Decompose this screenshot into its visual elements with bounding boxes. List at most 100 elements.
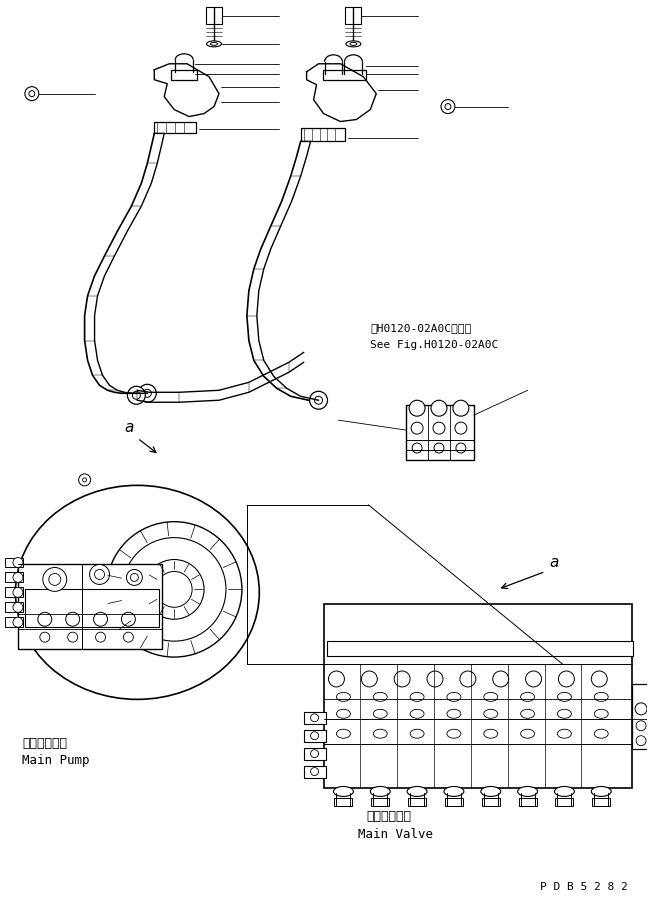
Circle shape <box>431 400 447 416</box>
Ellipse shape <box>444 786 464 796</box>
Ellipse shape <box>521 729 534 738</box>
Circle shape <box>124 632 133 642</box>
Circle shape <box>361 671 377 687</box>
Ellipse shape <box>370 786 390 796</box>
Circle shape <box>79 473 90 486</box>
Circle shape <box>526 671 541 687</box>
Bar <box>5 602 23 612</box>
Bar <box>5 618 23 628</box>
Ellipse shape <box>558 692 571 701</box>
Bar <box>408 798 426 806</box>
Circle shape <box>131 573 138 581</box>
Ellipse shape <box>521 709 534 718</box>
Bar <box>5 558 23 568</box>
Bar <box>322 70 367 80</box>
Circle shape <box>441 100 455 113</box>
Circle shape <box>311 767 318 775</box>
Ellipse shape <box>16 485 259 699</box>
Ellipse shape <box>350 43 357 45</box>
Ellipse shape <box>554 786 575 796</box>
Ellipse shape <box>407 786 427 796</box>
Bar <box>326 641 633 656</box>
Circle shape <box>94 570 105 580</box>
Ellipse shape <box>558 729 571 738</box>
Circle shape <box>635 703 647 715</box>
Ellipse shape <box>594 709 608 718</box>
Bar <box>18 564 162 649</box>
Bar <box>300 129 345 141</box>
Ellipse shape <box>373 692 387 701</box>
Text: 第H0120-02A0C図参照: 第H0120-02A0C図参照 <box>370 323 471 333</box>
Circle shape <box>127 386 146 405</box>
Bar <box>592 798 610 806</box>
Circle shape <box>427 671 443 687</box>
Circle shape <box>13 602 23 612</box>
Bar <box>406 405 474 460</box>
Circle shape <box>156 571 192 608</box>
Ellipse shape <box>592 786 611 796</box>
Circle shape <box>311 732 318 740</box>
Ellipse shape <box>484 709 498 718</box>
Text: Main Pump: Main Pump <box>22 754 90 766</box>
Circle shape <box>43 568 67 591</box>
Ellipse shape <box>447 692 461 701</box>
Bar <box>632 684 650 748</box>
Bar <box>5 588 23 598</box>
Bar <box>519 798 536 806</box>
Ellipse shape <box>211 43 218 45</box>
Circle shape <box>40 632 50 642</box>
Bar <box>482 798 500 806</box>
Bar <box>304 712 326 724</box>
Ellipse shape <box>558 709 571 718</box>
Circle shape <box>636 721 646 731</box>
Circle shape <box>90 564 109 584</box>
Circle shape <box>412 443 422 453</box>
Ellipse shape <box>410 709 424 718</box>
Circle shape <box>13 558 23 568</box>
Text: Main Valve: Main Valve <box>358 828 434 841</box>
Circle shape <box>94 612 107 626</box>
Circle shape <box>309 391 328 409</box>
Ellipse shape <box>594 729 608 738</box>
Bar <box>556 798 573 806</box>
Ellipse shape <box>346 41 361 47</box>
Bar <box>171 70 197 80</box>
Bar <box>154 122 196 133</box>
Circle shape <box>133 391 140 399</box>
Circle shape <box>394 671 410 687</box>
Circle shape <box>456 443 466 453</box>
Ellipse shape <box>333 786 354 796</box>
Circle shape <box>49 573 60 585</box>
Circle shape <box>122 538 226 641</box>
Bar <box>304 747 326 759</box>
Text: P D B 5 2 8 2: P D B 5 2 8 2 <box>540 882 627 892</box>
Circle shape <box>13 588 23 598</box>
Circle shape <box>315 396 322 405</box>
Text: a: a <box>124 420 134 435</box>
Circle shape <box>493 671 509 687</box>
Circle shape <box>434 443 444 453</box>
Circle shape <box>122 612 135 626</box>
Bar <box>304 766 326 777</box>
Text: メインバルブ: メインバルブ <box>367 810 411 824</box>
Ellipse shape <box>373 709 387 718</box>
Ellipse shape <box>337 709 350 718</box>
Circle shape <box>592 671 607 687</box>
Ellipse shape <box>447 709 461 718</box>
Text: a: a <box>549 555 559 571</box>
Text: See Fig.H0120-02A0C: See Fig.H0120-02A0C <box>370 340 499 350</box>
Circle shape <box>328 671 344 687</box>
Bar <box>324 604 632 788</box>
Circle shape <box>96 632 105 642</box>
Circle shape <box>25 87 39 101</box>
Bar <box>345 7 361 24</box>
Bar <box>335 798 352 806</box>
Ellipse shape <box>484 729 498 738</box>
Circle shape <box>445 103 451 110</box>
Circle shape <box>636 736 646 746</box>
Bar <box>304 730 326 742</box>
Circle shape <box>411 422 423 434</box>
Circle shape <box>38 612 52 626</box>
Ellipse shape <box>484 692 498 701</box>
Circle shape <box>455 422 467 434</box>
